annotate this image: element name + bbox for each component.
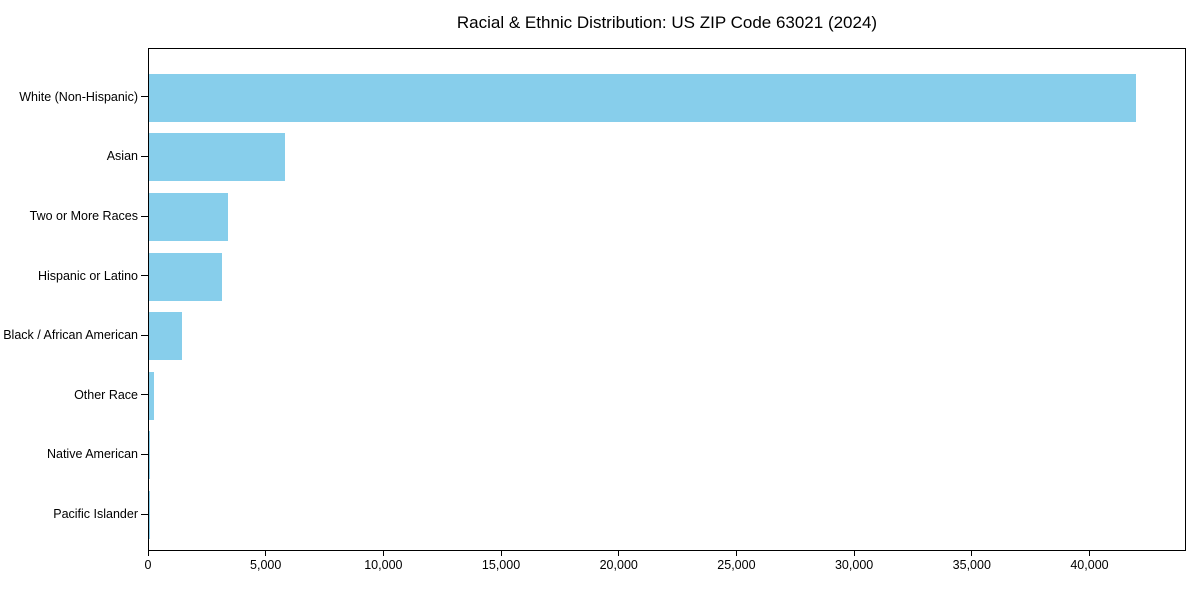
x-tick-label-10000: 10,000 <box>364 558 403 572</box>
bar-black-african-american <box>149 312 182 361</box>
y-tick-mark <box>141 96 148 98</box>
x-tick-mark <box>618 551 620 556</box>
y-tick-label-pacific-islander: Pacific Islander <box>53 507 138 521</box>
x-tick-mark <box>147 551 149 556</box>
y-tick-label-white-non-hispanic: White (Non-Hispanic) <box>19 89 138 104</box>
y-tick-mark <box>141 275 148 277</box>
x-tick-mark <box>853 551 855 556</box>
x-tick-mark <box>735 551 737 556</box>
bar-native-american <box>149 431 150 480</box>
bar-row-asian <box>149 128 1185 188</box>
x-tick-mark <box>382 551 384 556</box>
x-tick-label-30000: 30,000 <box>834 558 874 572</box>
y-tick-mark <box>141 453 148 455</box>
x-tick-label-15000: 15,000 <box>481 558 521 572</box>
x-tick-mark <box>971 551 973 556</box>
bar-white-non-hispanic <box>149 73 1136 122</box>
y-tick-label-hispanic-or-latino: Hispanic or Latino <box>37 268 138 283</box>
bar-other-race <box>149 371 154 420</box>
chart-title: Racial & Ethnic Distribution: US ZIP Cod… <box>456 13 878 32</box>
bar-hispanic-or-latino <box>149 252 222 301</box>
y-tick-label-black-african-american: Black / African American <box>3 328 138 343</box>
bar-asian <box>149 133 286 182</box>
x-tick-label-35000: 35,000 <box>952 558 991 572</box>
bar-row-black-african-american <box>149 306 1185 366</box>
x-tick-label-25000: 25,000 <box>717 558 756 572</box>
x-tick-mark <box>265 551 267 556</box>
x-tick-label-0: 0 <box>144 558 152 572</box>
x-tick-label-5000: 5,000 <box>250 558 282 572</box>
y-tick-label-two-or-more-races: Two or More Races <box>29 209 138 223</box>
bar-row-pacific-islander <box>149 485 1185 545</box>
y-tick-label-native-american: Native American <box>46 447 138 462</box>
bars-container <box>149 49 1185 550</box>
bar-row-native-american <box>149 426 1185 486</box>
y-tick-mark <box>141 513 148 515</box>
x-tick-mark <box>500 551 502 556</box>
bar-row-hispanic-or-latino <box>149 247 1185 307</box>
y-tick-label-other-race: Other Race <box>74 387 138 402</box>
bar-two-or-more-races <box>149 192 228 241</box>
bar-row-white-non-hispanic <box>149 68 1185 128</box>
x-tick-label-40000: 40,000 <box>1070 558 1109 572</box>
bar-row-other-race <box>149 366 1185 426</box>
y-tick-label-asian: Asian <box>106 149 138 164</box>
y-tick-mark <box>141 394 148 396</box>
y-tick-mark <box>141 334 148 336</box>
y-tick-mark <box>141 215 148 217</box>
x-tick-mark <box>1088 551 1090 556</box>
plot-area <box>148 48 1186 551</box>
x-tick-label-20000: 20,000 <box>599 558 638 572</box>
bar-row-two-or-more-races <box>149 187 1185 247</box>
y-tick-mark <box>141 155 148 157</box>
